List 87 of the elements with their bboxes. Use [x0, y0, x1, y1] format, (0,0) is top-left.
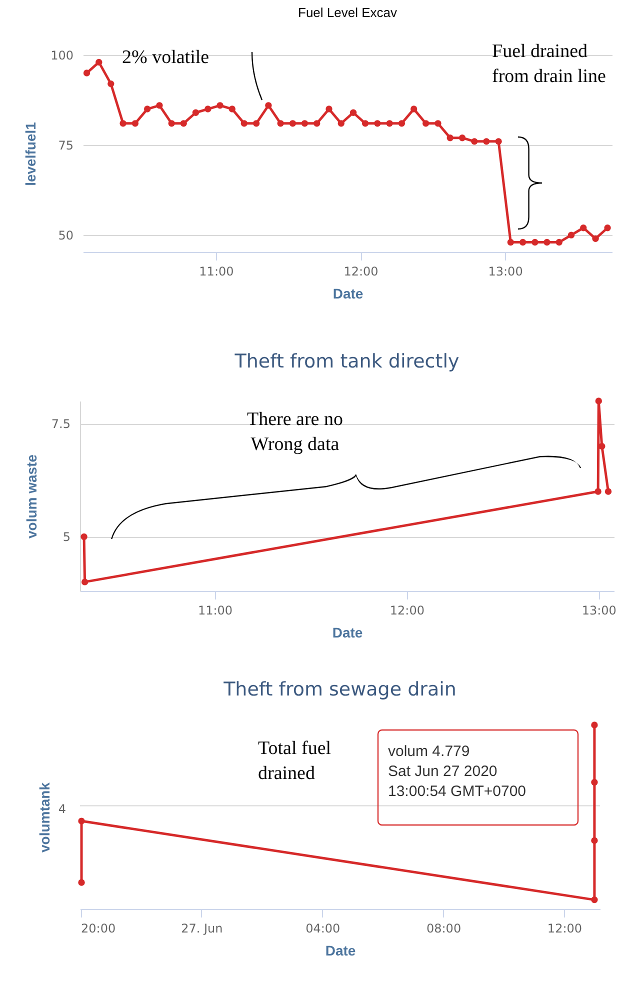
- x-tick-label: 12:00: [547, 922, 582, 936]
- point: [591, 778, 598, 786]
- point: [483, 138, 490, 145]
- text: 4: [58, 802, 66, 816]
- point: [81, 578, 88, 586]
- point: [192, 109, 200, 116]
- annotation: volum 4.779 Sat Jun 27 2020 13:00:54 GMT+0700: [388, 743, 526, 800]
- point: [252, 120, 260, 127]
- point: [83, 70, 90, 76]
- annotation: Fuel drained from drain line: [492, 41, 606, 87]
- point: [374, 120, 381, 127]
- point: [386, 120, 393, 127]
- point: [434, 120, 442, 127]
- point: [277, 120, 284, 127]
- point: [410, 106, 418, 112]
- x-axis-title: Date: [332, 624, 363, 640]
- x-tick-label: 04:00: [306, 922, 340, 936]
- annotation: There are no Wrong data: [247, 409, 343, 455]
- chart-title: Fuel Level Excav: [298, 5, 398, 20]
- x-axis-title: Date: [325, 942, 356, 958]
- x-tick-label: 13:00: [582, 604, 616, 618]
- point: [120, 120, 126, 127]
- point: [265, 102, 272, 109]
- y-axis-title: levelfuel1: [22, 122, 39, 186]
- point: [132, 120, 139, 127]
- point: [216, 102, 224, 109]
- y-tick-label: 7.5: [51, 417, 70, 432]
- x-tick-label: 11:00: [198, 604, 233, 618]
- point: [595, 398, 602, 404]
- point: [604, 224, 611, 232]
- x-tick-label: 27. Jun: [181, 922, 223, 936]
- point: [289, 120, 296, 127]
- x-axis-title: Date: [332, 286, 364, 302]
- point: [495, 138, 502, 145]
- point: [350, 109, 357, 116]
- annotation: Total fuel drained: [258, 738, 332, 784]
- point: [458, 134, 466, 142]
- point: [144, 106, 151, 112]
- x-tick-label: 20:00: [81, 922, 116, 936]
- x-tick-label: 12:00: [344, 264, 378, 278]
- point: [80, 533, 88, 540]
- x-tick-label: 12:00: [390, 604, 424, 618]
- point: [604, 488, 612, 495]
- point: [544, 238, 550, 246]
- point: [240, 120, 248, 127]
- point: [314, 120, 320, 127]
- point: [228, 106, 236, 112]
- point: [519, 238, 526, 246]
- x-tick-label: 13:00: [488, 264, 523, 278]
- point: [446, 134, 454, 142]
- chart-title: Theft from tank directly: [234, 350, 460, 373]
- point: [338, 120, 344, 127]
- point: [568, 232, 575, 238]
- point: [326, 106, 332, 112]
- point: [471, 138, 478, 145]
- y-tick-label: 75: [58, 138, 74, 153]
- point: [168, 120, 175, 127]
- point: [592, 235, 599, 242]
- y-tick-label: 5: [62, 530, 70, 544]
- point: [96, 58, 102, 66]
- point: [362, 120, 369, 127]
- y-tick-label: 100: [50, 48, 74, 62]
- point: [532, 238, 538, 246]
- point: [78, 818, 85, 824]
- point: [398, 120, 406, 127]
- x-tick-label: 08:00: [426, 922, 462, 936]
- y-axis-title: volumtank: [36, 782, 52, 853]
- annotation: 2% volatile: [122, 47, 210, 68]
- point: [78, 879, 85, 886]
- point: [108, 80, 114, 88]
- point: [507, 238, 514, 246]
- point: [580, 224, 587, 232]
- point: [594, 488, 602, 495]
- point: [301, 120, 308, 127]
- point: [591, 722, 598, 728]
- point: [591, 896, 598, 904]
- point: [180, 120, 187, 127]
- y-axis-title: volum waste: [23, 454, 40, 539]
- point: [598, 442, 606, 450]
- chart-title: Theft from sewage drain: [222, 678, 456, 701]
- point: [156, 102, 163, 109]
- y-tick-label: 50: [58, 228, 74, 243]
- x-tick-label: 11:00: [199, 264, 234, 278]
- point: [422, 120, 430, 127]
- point: [204, 106, 212, 112]
- point: [556, 238, 562, 246]
- point: [591, 837, 598, 844]
